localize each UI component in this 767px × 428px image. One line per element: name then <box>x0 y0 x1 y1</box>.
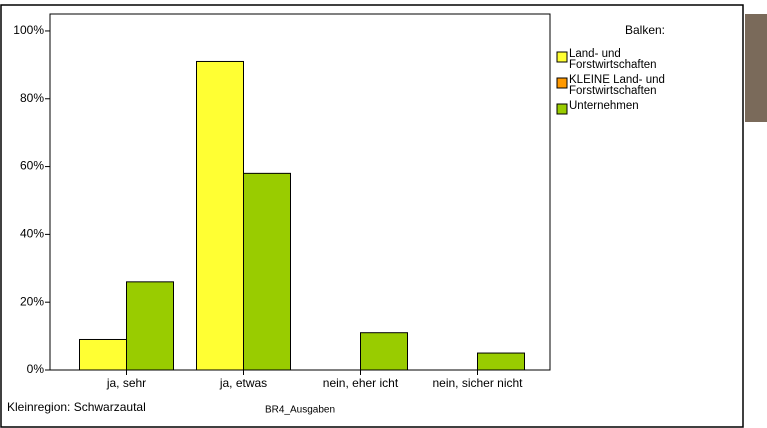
bar <box>196 60 244 371</box>
bar <box>360 332 408 371</box>
x-tick-label: ja, etwas <box>219 376 267 390</box>
y-tick-label: 20% <box>20 294 44 308</box>
y-tick-label: 40% <box>20 227 44 241</box>
y-tick-label: 80% <box>20 91 44 105</box>
x-tick-label: ja, sehr <box>106 376 146 390</box>
legend-swatch <box>556 51 568 63</box>
legend-label: KLEINE Land- und Forstwirtschaften <box>569 74 665 97</box>
legend-title: Balken: <box>625 23 665 37</box>
y-tick-label: 0% <box>27 362 45 376</box>
bar <box>79 338 127 371</box>
x-tick-label: nein, sicher nicht <box>432 376 523 390</box>
bar <box>243 172 291 371</box>
x-tick-label: nein, eher icht <box>323 376 399 390</box>
y-tick-label: 60% <box>20 159 44 173</box>
legend-label: Land- und Forstwirtschaften <box>569 48 657 71</box>
plot-area <box>49 13 551 371</box>
footnote: Kleinregion: Schwarzautal <box>7 400 146 414</box>
bar <box>126 281 174 371</box>
legend-label: Unternehmen <box>569 100 639 112</box>
thumbnail <box>745 14 767 122</box>
bar <box>477 352 525 371</box>
legend-swatch <box>556 103 568 115</box>
y-tick-label: 100% <box>13 23 44 37</box>
legend-swatch <box>556 77 568 89</box>
x-axis-label: BR4_Ausgaben <box>265 405 335 416</box>
